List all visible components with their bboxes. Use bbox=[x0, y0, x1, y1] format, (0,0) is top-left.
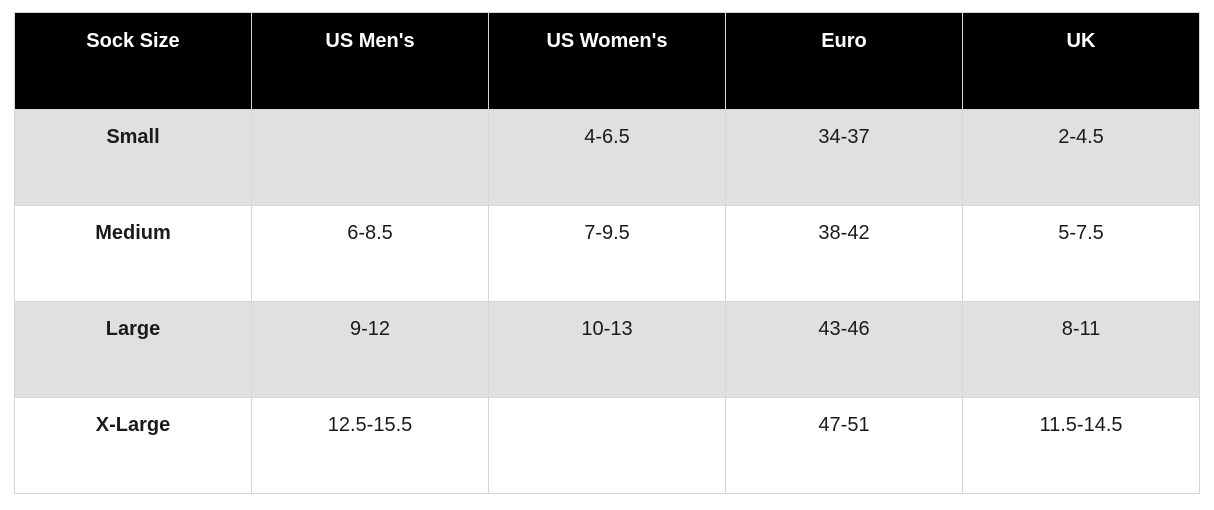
row-label: Large bbox=[14, 301, 252, 398]
cell-large-us-mens: 9-12 bbox=[251, 301, 489, 398]
cell-medium-us-mens: 6-8.5 bbox=[251, 205, 489, 302]
sock-size-table: Sock Size US Men's US Women's Euro UK Sm… bbox=[14, 12, 1200, 494]
cell-large-us-womens: 10-13 bbox=[488, 301, 726, 398]
table-row-medium: Medium 6-8.5 7-9.5 38-42 5-7.5 bbox=[14, 205, 1200, 302]
table-body: Small 4-6.5 34-37 2-4.5 Medium 6-8.5 7-9… bbox=[14, 109, 1200, 494]
header-sock-size: Sock Size bbox=[14, 12, 252, 110]
table-header: Sock Size US Men's US Women's Euro UK bbox=[14, 12, 1200, 110]
cell-x-large-uk: 11.5-14.5 bbox=[962, 397, 1200, 494]
cell-x-large-us-womens bbox=[488, 397, 726, 494]
cell-x-large-euro: 47-51 bbox=[725, 397, 963, 494]
header-euro: Euro bbox=[725, 12, 963, 110]
table-row-large: Large 9-12 10-13 43-46 8-11 bbox=[14, 301, 1200, 398]
cell-medium-uk: 5-7.5 bbox=[962, 205, 1200, 302]
cell-small-us-mens bbox=[251, 109, 489, 206]
cell-small-us-womens: 4-6.5 bbox=[488, 109, 726, 206]
header-row: Sock Size US Men's US Women's Euro UK bbox=[14, 12, 1200, 110]
header-us-mens: US Men's bbox=[251, 12, 489, 110]
header-us-womens: US Women's bbox=[488, 12, 726, 110]
cell-small-uk: 2-4.5 bbox=[962, 109, 1200, 206]
row-label: Small bbox=[14, 109, 252, 206]
cell-small-euro: 34-37 bbox=[725, 109, 963, 206]
cell-large-euro: 43-46 bbox=[725, 301, 963, 398]
cell-large-uk: 8-11 bbox=[962, 301, 1200, 398]
cell-medium-euro: 38-42 bbox=[725, 205, 963, 302]
table-row-small: Small 4-6.5 34-37 2-4.5 bbox=[14, 109, 1200, 206]
table-row-x-large: X-Large 12.5-15.5 47-51 11.5-14.5 bbox=[14, 397, 1200, 494]
cell-x-large-us-mens: 12.5-15.5 bbox=[251, 397, 489, 494]
row-label: Medium bbox=[14, 205, 252, 302]
cell-medium-us-womens: 7-9.5 bbox=[488, 205, 726, 302]
header-uk: UK bbox=[962, 12, 1200, 110]
row-label: X-Large bbox=[14, 397, 252, 494]
